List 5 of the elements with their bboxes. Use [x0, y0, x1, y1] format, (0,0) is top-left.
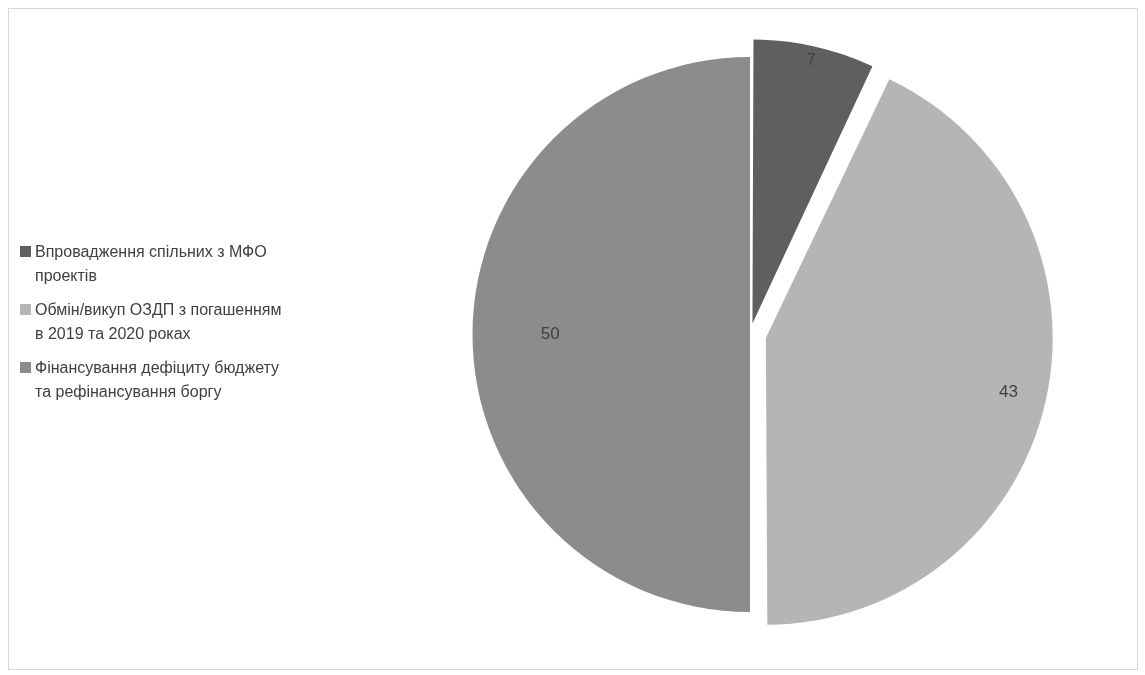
legend-label: Обмін/викуп ОЗДП з погашенням в 2019 та 2020 роках: [35, 300, 283, 344]
legend-label: Впровадження спільних з МФО проектів: [35, 242, 268, 286]
data-label: 43: [998, 381, 1018, 401]
data-label: 50: [540, 324, 560, 344]
legend-label: Фінансування дефіциту бюджету та рефінансування боргу: [35, 358, 281, 402]
